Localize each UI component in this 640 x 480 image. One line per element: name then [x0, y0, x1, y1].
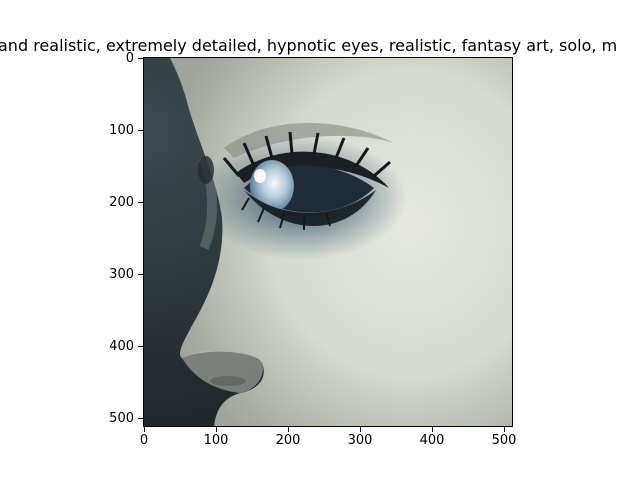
y-tick-label: 500 — [109, 411, 134, 426]
y-tick — [138, 346, 143, 347]
y-tick-label: 100 — [109, 123, 134, 138]
x-tick-label: 300 — [347, 433, 373, 448]
x-tick — [504, 427, 505, 432]
x-tick — [144, 427, 145, 432]
y-tick-label: 200 — [109, 195, 134, 210]
y-tick — [138, 202, 143, 203]
y-tick-label: 400 — [109, 339, 134, 354]
y-tick-label: 300 — [109, 267, 134, 282]
x-tick-label: 0 — [139, 433, 149, 448]
x-tick — [216, 427, 217, 432]
x-tick-label: 100 — [203, 433, 229, 448]
x-tick — [288, 427, 289, 432]
face-profile-image — [144, 58, 513, 427]
y-tick — [138, 274, 143, 275]
x-tick-label: 200 — [275, 433, 301, 448]
x-tick — [360, 427, 361, 432]
y-tick — [138, 58, 143, 59]
y-tick — [138, 418, 143, 419]
x-tick-label: 500 — [491, 433, 517, 448]
y-tick — [138, 130, 143, 131]
x-tick-label: 400 — [419, 433, 445, 448]
x-tick — [432, 427, 433, 432]
plot-title: and realistic, extremely detailed, hypno… — [0, 36, 618, 55]
y-tick-label: 0 — [125, 51, 134, 66]
image-display — [144, 58, 513, 427]
